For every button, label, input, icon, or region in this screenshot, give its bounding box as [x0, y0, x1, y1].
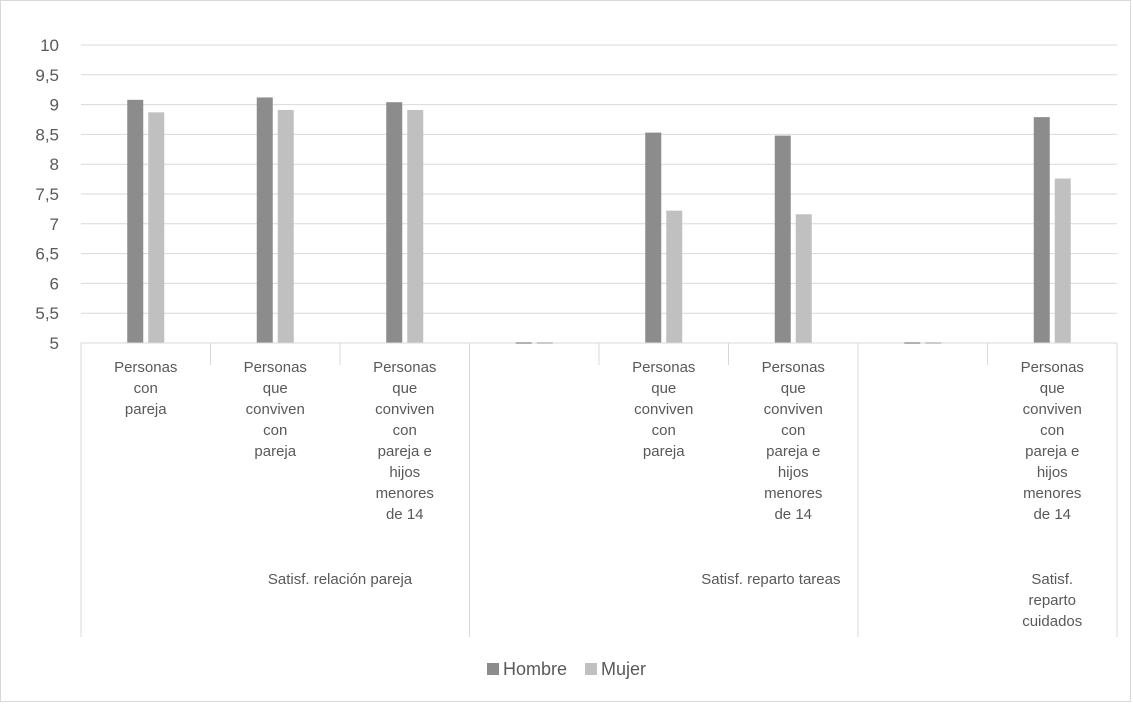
y-tick-label: 5,5 [35, 304, 59, 323]
category-label: de 14 [386, 506, 424, 523]
bar-mujer [666, 210, 683, 343]
category-label: hijos [1037, 464, 1068, 481]
category-label: conviven [764, 401, 823, 418]
category-label: pareja [643, 443, 685, 460]
category-label: Personas [244, 359, 307, 376]
bar-hombre [645, 132, 662, 343]
category-label: hijos [778, 464, 809, 481]
y-tick-label: 6 [50, 274, 59, 293]
category-label: pareja e [378, 443, 432, 460]
category-label: con [263, 422, 287, 439]
legend-swatch-hombre [487, 663, 499, 675]
group-label: reparto [1028, 592, 1076, 609]
category-label: con [393, 422, 417, 439]
category-label: pareja e [1025, 443, 1079, 460]
category-label: pareja [125, 401, 167, 418]
y-tick-label: 9 [50, 96, 59, 115]
category-label: pareja [254, 443, 296, 460]
legend-label-hombre: Hombre [503, 659, 567, 679]
y-tick-label: 6,5 [35, 245, 59, 264]
legend-label-mujer: Mujer [601, 659, 646, 679]
category-label: hijos [389, 464, 420, 481]
category-label: con [134, 380, 158, 397]
category-label: que [781, 380, 806, 397]
bar-mujer [1054, 178, 1071, 343]
category-label: con [781, 422, 805, 439]
category-label: conviven [634, 401, 693, 418]
category-label: conviven [375, 401, 434, 418]
category-label: pareja e [766, 443, 820, 460]
category-label: que [263, 380, 288, 397]
bar-mujer [407, 109, 424, 344]
category-label: con [1040, 422, 1064, 439]
category-label: menores [376, 485, 434, 502]
bar-hombre [774, 135, 791, 343]
category-label: menores [1023, 485, 1081, 502]
legend-swatch-mujer [585, 663, 597, 675]
y-tick-label: 8 [50, 155, 59, 174]
category-label: Personas [762, 359, 825, 376]
bar-hombre [386, 102, 403, 343]
bar-mujer [277, 109, 294, 344]
y-tick-label: 10 [40, 36, 59, 55]
category-label: menores [764, 485, 822, 502]
category-label: que [651, 380, 676, 397]
group-label: Satisf. [1031, 571, 1073, 588]
category-label: Personas [632, 359, 695, 376]
bar-hombre [127, 99, 144, 343]
y-tick-label: 7 [50, 215, 59, 234]
bar-hombre [1033, 117, 1050, 343]
category-label: conviven [246, 401, 305, 418]
y-tick-label: 5 [50, 334, 59, 353]
category-label: Personas [373, 359, 436, 376]
group-label: Satisf. relación pareja [268, 571, 413, 588]
bar-hombre [256, 97, 273, 343]
bar-mujer [148, 112, 165, 344]
y-tick-label: 8,5 [35, 125, 59, 144]
category-label: con [652, 422, 676, 439]
y-tick-label: 7,5 [35, 185, 59, 204]
category-label: Personas [114, 359, 177, 376]
category-label: de 14 [1033, 506, 1071, 523]
bar-mujer [795, 214, 812, 343]
y-tick-label: 9,5 [35, 66, 59, 85]
group-label: Satisf. reparto tareas [701, 571, 840, 588]
category-label: Personas [1021, 359, 1084, 376]
group-label: cuidados [1022, 613, 1082, 630]
category-label: de 14 [774, 506, 812, 523]
category-label: conviven [1023, 401, 1082, 418]
category-label: que [1040, 380, 1065, 397]
category-label: que [392, 380, 417, 397]
